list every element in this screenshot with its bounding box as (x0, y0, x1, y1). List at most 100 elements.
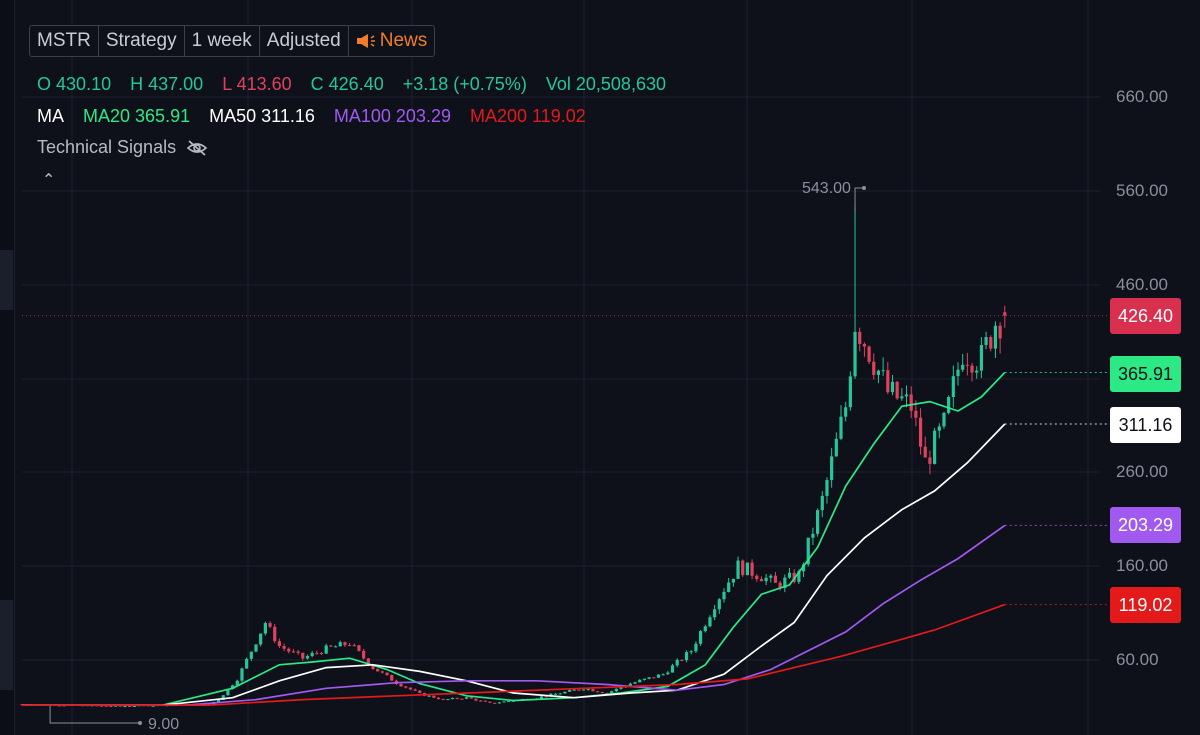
close-value: 426.40 (328, 74, 384, 94)
candle-body (254, 644, 258, 652)
ma200-badge: 119.02 (1110, 587, 1181, 623)
candle-body (619, 687, 623, 689)
candlestick-series (20, 206, 1007, 709)
candle-body (975, 370, 979, 373)
candle-body (240, 668, 244, 681)
candle-body (825, 480, 829, 496)
ma50-line (22, 423, 1006, 707)
ma200-legend[interactable]: MA200 119.02 (469, 106, 586, 126)
high-value: 437.00 (148, 74, 204, 94)
ma20-legend[interactable]: MA20 365.91 (83, 106, 191, 126)
candle-body (867, 346, 871, 362)
technical-signals[interactable]: Technical Signals (37, 137, 208, 158)
candle-body (385, 672, 389, 676)
candle-body (348, 645, 352, 647)
last-price-badge: 426.40 (1110, 298, 1181, 334)
candle-body (965, 364, 969, 366)
period-low-connector (49, 708, 140, 724)
candle-body (895, 381, 899, 399)
y-tick-label: 660.00 (1116, 87, 1168, 106)
candle-body (947, 396, 951, 413)
candle-body (783, 577, 787, 588)
ma50-legend[interactable]: MA50 311.16 (209, 106, 315, 126)
candle-body (488, 701, 492, 703)
candle-body (937, 426, 941, 431)
candle-body (474, 698, 478, 701)
candle-body (324, 645, 328, 654)
candle-body (427, 695, 431, 697)
price-guide-lines (22, 315, 1108, 606)
candle-body (380, 671, 384, 673)
candle-body (703, 626, 707, 632)
candle-body (231, 685, 235, 689)
candle-body (259, 633, 263, 645)
technical-signals-label: Technical Signals (37, 137, 177, 157)
candle-body (268, 623, 272, 627)
candle-body (558, 693, 562, 695)
candle-body (741, 560, 745, 576)
candle-body (263, 623, 267, 634)
candle-body (455, 698, 459, 700)
candle-body (722, 591, 726, 600)
candle-body (914, 410, 918, 418)
ma-legend-label: MA (37, 106, 64, 126)
ma20-badge: 365.91 (1110, 356, 1181, 392)
collapse-chevron-icon[interactable]: ⌃ (42, 172, 56, 189)
candle-body (909, 394, 913, 411)
symbol-button[interactable]: MSTR (30, 26, 99, 56)
candle-body (628, 683, 632, 687)
candle-body (731, 578, 735, 583)
candle-body (736, 560, 740, 579)
candle-body (376, 668, 380, 672)
candle-body (656, 674, 661, 678)
candle-body (235, 680, 239, 686)
candle-body (333, 646, 338, 648)
ma100-legend[interactable]: MA100 203.29 (333, 106, 451, 126)
candle-body (900, 396, 904, 399)
adjustment-button[interactable]: Adjusted (260, 26, 349, 56)
period-low-label: 9.00 (148, 716, 180, 733)
candle-body (502, 701, 506, 703)
candle-body (273, 626, 277, 642)
low-value: 413.60 (236, 74, 292, 94)
candle-body (221, 695, 225, 701)
candle-body (319, 652, 324, 654)
candle-body (773, 575, 778, 583)
period-high-label: 543.00 (802, 180, 851, 197)
candle-body (708, 617, 712, 627)
candle-body (872, 361, 876, 375)
candle-body (305, 656, 310, 659)
candle-body (666, 672, 670, 675)
candle-body (151, 705, 155, 707)
candle-body (689, 651, 693, 653)
candle-body (933, 430, 937, 464)
candle-body (104, 705, 108, 707)
open-value: 430.10 (56, 74, 112, 94)
candle-body (310, 652, 314, 657)
candle-body (923, 446, 927, 458)
ma100-badge: 203.29 (1110, 507, 1181, 543)
sidebar-block (0, 600, 13, 690)
eye-slash-icon[interactable] (186, 139, 208, 156)
news-button[interactable]: News (349, 26, 435, 56)
candle-body (399, 683, 403, 687)
candle-body (764, 577, 768, 582)
candle-body (596, 691, 600, 693)
candle-body (759, 579, 764, 582)
candle-body (797, 571, 801, 582)
strategy-button[interactable]: Strategy (99, 26, 185, 56)
candle-body (465, 697, 469, 699)
ma100-line (22, 524, 1006, 707)
high-label: H (130, 74, 144, 94)
candle-body (778, 582, 782, 588)
candle-body (745, 562, 749, 576)
left-sidebar-strip (0, 0, 15, 735)
candle-body (951, 376, 955, 397)
candle-body (811, 533, 815, 538)
candle-body (586, 689, 590, 691)
candle-body (277, 641, 281, 647)
candle-body (226, 688, 230, 696)
interval-button[interactable]: 1 week (185, 26, 260, 56)
close-label: C (310, 74, 324, 94)
